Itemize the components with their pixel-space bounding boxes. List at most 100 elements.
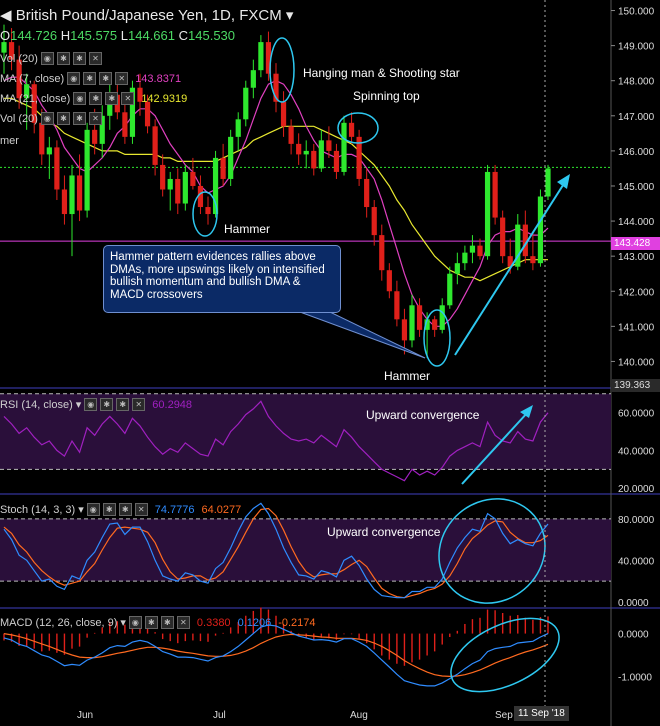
candle-body xyxy=(182,171,188,204)
price-tag-low: 139.363 xyxy=(611,379,660,392)
gear-icon[interactable]: ✱ xyxy=(83,72,97,85)
candle-body xyxy=(31,84,37,123)
candle-body xyxy=(537,196,544,264)
candle-body xyxy=(530,256,536,264)
settings-icon[interactable]: ✱ xyxy=(72,52,86,65)
rsi-legend[interactable]: RSI (14, close) ▾ ◉ ✱ ✱ ✕ 60.2948 xyxy=(0,398,192,411)
indicator-row-hammer[interactable]: mer xyxy=(0,135,19,147)
macd-tick-label: -1.0000 xyxy=(618,672,652,683)
indicator-label: Vol (20) xyxy=(0,52,38,65)
candle-body xyxy=(447,273,453,306)
eye-icon[interactable]: ◉ xyxy=(84,398,98,411)
chevron-down-icon[interactable]: ▾ xyxy=(120,617,126,629)
annotation-hammer-2: Hammer xyxy=(384,369,431,383)
close-icon[interactable]: ✕ xyxy=(121,92,135,105)
stoch-d-line xyxy=(3,507,549,599)
macd-legend[interactable]: MACD (12, 26, close, 9) ▾ ◉ ✱ ✱ ✕ 0.3380 0.1206… xyxy=(0,616,316,629)
chevron-down-icon[interactable]: ▾ xyxy=(281,7,294,24)
eye-icon[interactable]: ◉ xyxy=(67,72,81,85)
candle-body xyxy=(507,256,513,267)
annotation-spinning-top: Spinning top xyxy=(353,89,420,103)
gear-icon[interactable]: ✱ xyxy=(56,112,70,125)
candle-body xyxy=(1,42,7,53)
candle-body xyxy=(190,171,196,186)
gear-icon[interactable]: ✱ xyxy=(89,92,103,105)
gear-icon[interactable]: ✱ xyxy=(144,616,158,629)
stoch-ellipse xyxy=(438,498,546,604)
eye-icon[interactable]: ◉ xyxy=(40,112,54,125)
candle-body xyxy=(137,87,143,102)
price-tick-label: 142.000 xyxy=(618,287,655,298)
rsi-tick-label: 60.0000 xyxy=(618,409,655,420)
candle-body xyxy=(84,129,90,211)
instrument-title[interactable]: ◀ British Pound/Japanese Yen, 1D, FXCM ▾ xyxy=(0,6,293,24)
settings-icon[interactable]: ✱ xyxy=(72,112,86,125)
indicator-label: mer xyxy=(0,135,19,147)
close-icon[interactable]: ✕ xyxy=(132,398,146,411)
chevron-down-icon[interactable]: ▾ xyxy=(78,504,84,516)
ohlc-close: 145.530 xyxy=(188,28,236,43)
stoch-tick-label: 80.0000 xyxy=(618,515,655,526)
candle-body xyxy=(76,175,83,211)
eye-icon[interactable]: ◉ xyxy=(86,503,100,516)
candle-body xyxy=(8,42,15,60)
price-tick-label: 144.000 xyxy=(618,217,655,228)
settings-icon[interactable]: ✱ xyxy=(99,72,113,85)
candle-body xyxy=(39,122,45,155)
indicator-row-ma7[interactable]: MA (7, close) ◉ ✱ ✱ ✕ 143.8371 xyxy=(0,72,181,85)
candle-body xyxy=(99,115,105,144)
candle-body xyxy=(92,129,98,144)
candle-body xyxy=(160,164,166,190)
settings-icon[interactable]: ✱ xyxy=(160,616,174,629)
candle-body xyxy=(167,178,173,190)
hammer-ellipse-1 xyxy=(192,191,218,237)
price-tick-label: 148.000 xyxy=(618,77,655,88)
close-icon[interactable]: ✕ xyxy=(88,52,102,65)
gear-icon[interactable]: ✱ xyxy=(56,52,70,65)
gear-icon[interactable]: ✱ xyxy=(100,398,114,411)
settings-icon[interactable]: ✱ xyxy=(105,92,119,105)
close-icon[interactable]: ✕ xyxy=(115,72,129,85)
candle-body xyxy=(341,122,347,172)
candle-body xyxy=(364,178,370,208)
candle-body xyxy=(205,207,211,215)
rsi-tick-label: 20.0000 xyxy=(618,484,655,495)
candle-body xyxy=(469,245,476,253)
close-icon[interactable]: ✕ xyxy=(176,616,190,629)
gear-icon[interactable]: ✱ xyxy=(102,503,116,516)
eye-icon[interactable]: ◉ xyxy=(73,92,87,105)
eye-icon[interactable]: ◉ xyxy=(40,52,54,65)
candle-body xyxy=(24,84,30,99)
stoch-legend[interactable]: Stoch (14, 3, 3) ▾ ◉ ✱ ✱ ✕ 74.7776 64.0277 xyxy=(0,503,241,516)
eye-icon[interactable]: ◉ xyxy=(128,616,142,629)
collapse-arrow-icon[interactable]: ◀ xyxy=(0,7,16,24)
price-tick-label: 150.000 xyxy=(618,7,655,18)
candle-body xyxy=(303,150,309,155)
annotation-hammer-1: Hammer xyxy=(224,222,271,236)
indicator-row-vol-2[interactable]: Vol (20) ◉ ✱ ✱ ✕ xyxy=(0,112,102,125)
indicator-label: MA (21, close) xyxy=(0,92,71,105)
stoch-tick-label: 40.0000 xyxy=(618,556,655,567)
candle-body xyxy=(432,319,438,330)
x-label-jun: Jun xyxy=(77,710,94,721)
chevron-down-icon[interactable]: ▾ xyxy=(75,399,82,411)
indicator-row-vol[interactable]: Vol (20) ◉ ✱ ✱ ✕ xyxy=(0,52,102,65)
price-tick-label: 145.000 xyxy=(618,182,655,193)
candle-body xyxy=(16,59,22,99)
candle-body xyxy=(280,101,287,127)
close-icon[interactable]: ✕ xyxy=(134,503,148,516)
rsi-value: 60.2948 xyxy=(152,398,193,411)
ohlc-high-label: H xyxy=(60,28,71,43)
candle-body xyxy=(318,140,324,169)
rsi-label: RSI (14, close) xyxy=(0,398,73,411)
candle-body xyxy=(228,136,234,179)
hammer-ellipse-2 xyxy=(423,309,451,367)
price-tick-label: 146.000 xyxy=(618,147,655,158)
macd-signal-value: -0.2174 xyxy=(278,616,316,629)
candle-body xyxy=(235,119,241,137)
candle-body xyxy=(500,217,506,257)
indicator-row-ma21[interactable]: MA (21, close) ◉ ✱ ✱ ✕ 142.9319 xyxy=(0,92,187,105)
settings-icon[interactable]: ✱ xyxy=(116,398,130,411)
settings-icon[interactable]: ✱ xyxy=(118,503,132,516)
close-icon[interactable]: ✕ xyxy=(88,112,102,125)
